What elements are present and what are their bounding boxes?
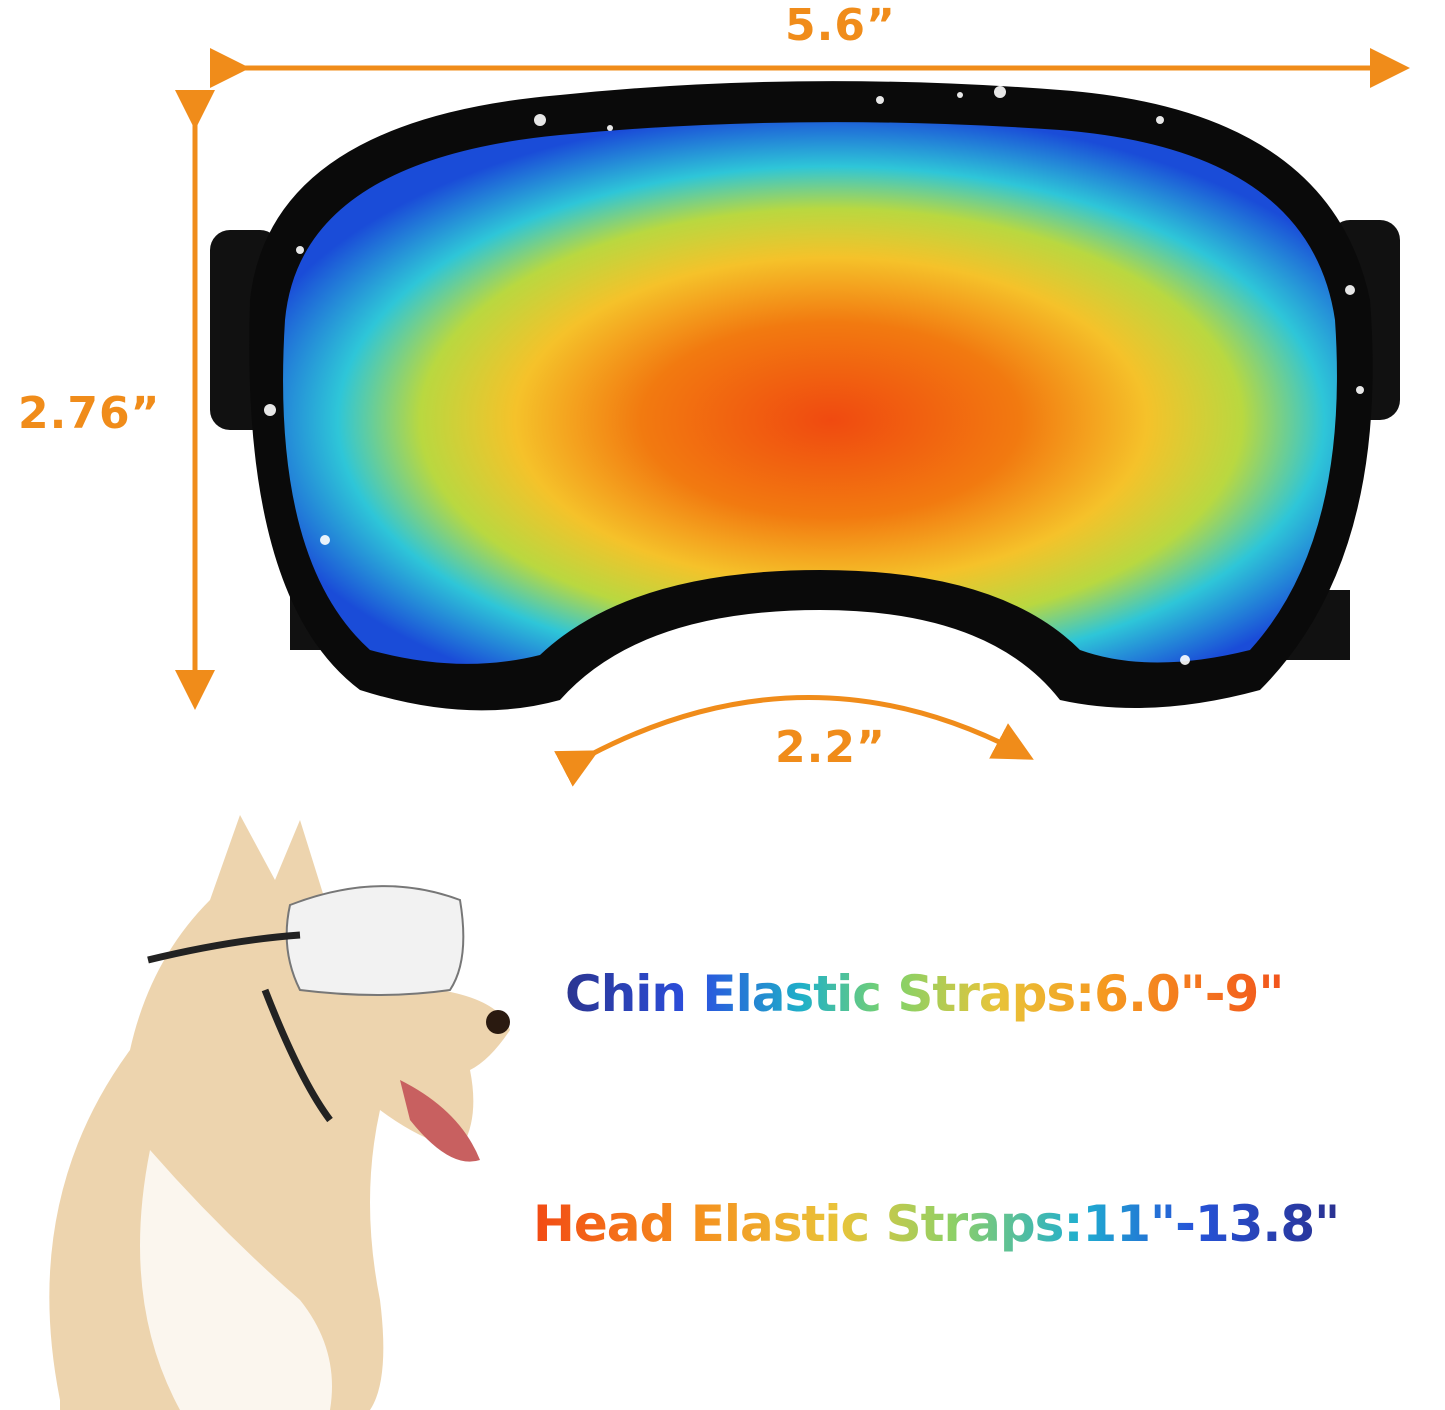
head-strap-spec: Head Elastic Straps:11"-13.8" xyxy=(533,1195,1340,1253)
frame-speckles xyxy=(264,86,1364,665)
width-label: 5.6” xyxy=(785,0,896,51)
lens xyxy=(283,122,1337,664)
chin-strap-spec: Chin Elastic Straps:6.0"-9" xyxy=(565,965,1284,1023)
dog-illustration xyxy=(49,815,510,1410)
bridge-arrow xyxy=(554,695,1034,787)
height-label: 2.76” xyxy=(18,388,161,439)
bridge-label: 2.2” xyxy=(775,722,886,773)
